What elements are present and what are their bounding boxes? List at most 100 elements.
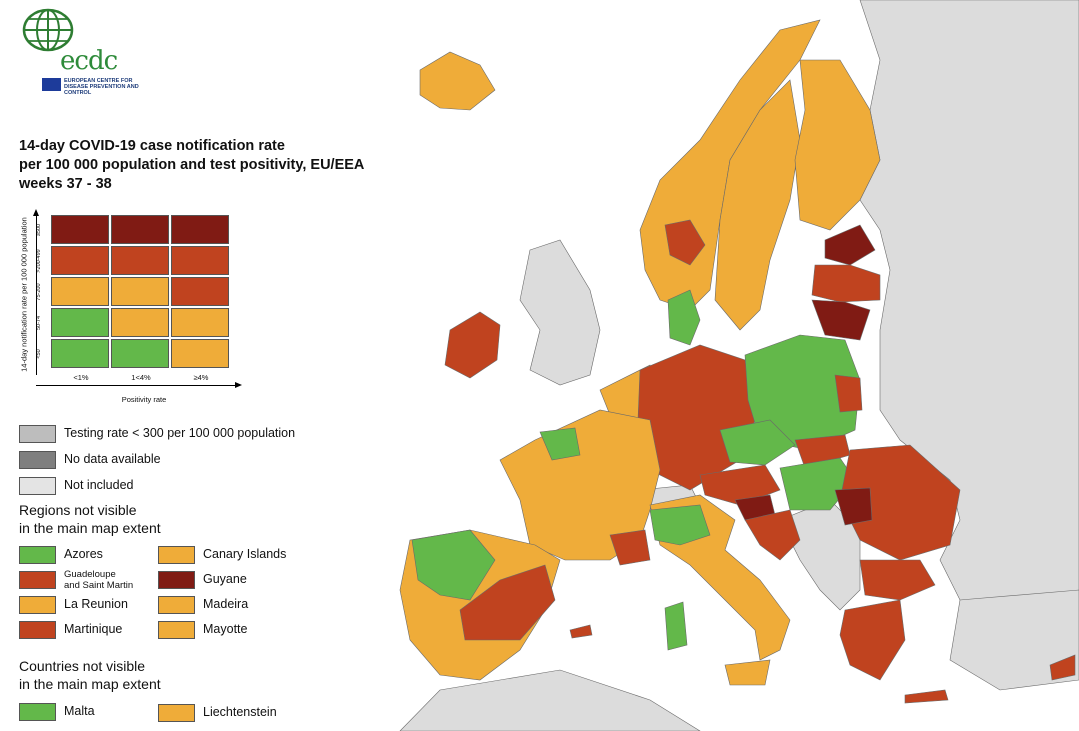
testing-rate-label: Testing rate < 300 per 100 000 populatio… bbox=[64, 426, 296, 440]
malta-label: Malta bbox=[64, 704, 95, 718]
regions-heading-line-1: Regions not visible bbox=[19, 502, 137, 518]
martinique-label: Martinique bbox=[64, 622, 123, 636]
y-bin-label: ≥500 bbox=[36, 223, 42, 237]
globe-icon bbox=[22, 8, 74, 52]
guyane-swatch bbox=[158, 571, 195, 589]
finland bbox=[794, 59, 881, 231]
countries-heading: Countries not visible in the main map ex… bbox=[19, 657, 161, 693]
non-eu-uk bbox=[519, 239, 601, 386]
romania-darkred bbox=[834, 487, 873, 526]
title-line-2: per 100 000 population and test positivi… bbox=[19, 157, 365, 173]
greece bbox=[839, 599, 906, 681]
guyane-label: Guyane bbox=[203, 572, 247, 586]
la-reunion-swatch bbox=[19, 596, 56, 614]
norway-red-region bbox=[664, 219, 706, 266]
title-line-3: weeks 37 - 38 bbox=[19, 176, 112, 192]
matrix-cell bbox=[171, 308, 229, 337]
matrix-cell bbox=[51, 246, 109, 275]
matrix-cell bbox=[51, 339, 109, 368]
x-axis-arrow bbox=[36, 382, 242, 388]
matrix-cell bbox=[171, 246, 229, 275]
y-axis-arrow bbox=[33, 209, 39, 375]
denmark bbox=[667, 289, 701, 346]
guadeloupe-label-line-2: and Saint Martin bbox=[64, 580, 134, 591]
no-data-swatch bbox=[19, 451, 56, 469]
mayotte-label: Mayotte bbox=[203, 622, 248, 636]
canary-islands-label: Canary Islands bbox=[203, 547, 287, 561]
canary-islands-swatch bbox=[158, 546, 195, 564]
ecdc-wordmark: ecdc bbox=[60, 46, 118, 76]
testing-rate-swatch bbox=[19, 425, 56, 443]
madeira-swatch bbox=[158, 596, 195, 614]
croatia bbox=[744, 509, 801, 561]
estonia bbox=[824, 224, 876, 266]
matrix-cell bbox=[111, 246, 169, 275]
y-axis-label: 14-day notification rate per 100 000 pop… bbox=[19, 217, 29, 372]
not-included-label: Not included bbox=[64, 478, 134, 492]
lithuania bbox=[811, 299, 871, 341]
matrix-cell bbox=[171, 339, 229, 368]
liechtenstein-label: Liechtenstein bbox=[203, 705, 277, 719]
azores-label: Azores bbox=[64, 547, 103, 561]
matrix-cell bbox=[111, 215, 169, 244]
guadeloupe-label: Guadeloupe and Saint Martin bbox=[64, 569, 133, 591]
regions-heading: Regions not visible in the main map exte… bbox=[19, 501, 161, 537]
non-eu-north-africa bbox=[399, 669, 701, 731]
ireland bbox=[444, 311, 501, 379]
regions-heading-line-2: in the main map extent bbox=[19, 520, 161, 536]
sardinia bbox=[664, 601, 688, 651]
cyprus bbox=[1049, 654, 1076, 681]
sweden bbox=[714, 79, 801, 331]
latvia bbox=[811, 264, 881, 303]
czechia bbox=[719, 419, 796, 466]
poland-east-red bbox=[834, 374, 863, 413]
x-bin-label: 1<4% bbox=[131, 373, 151, 382]
sicily bbox=[724, 659, 771, 686]
balearic bbox=[569, 624, 593, 639]
y-bin-label: <50 bbox=[36, 349, 42, 359]
matrix-cell bbox=[51, 308, 109, 337]
martinique-swatch bbox=[19, 621, 56, 639]
matrix-cell bbox=[171, 277, 229, 306]
bulgaria bbox=[859, 559, 936, 601]
mayotte-swatch bbox=[158, 621, 195, 639]
ecdc-logo: ecdc EUROPEAN CENTRE FOR DISEASE PREVENT… bbox=[20, 6, 139, 96]
matrix-cell bbox=[111, 308, 169, 337]
matrix-cell bbox=[51, 215, 109, 244]
x-bin-label: <1% bbox=[73, 373, 89, 382]
countries-heading-line-1: Countries not visible bbox=[19, 658, 146, 674]
france-green-north bbox=[539, 427, 581, 461]
title-line-1: 14-day COVID-19 case notification rate bbox=[19, 138, 285, 154]
iceland bbox=[419, 51, 496, 111]
poland bbox=[744, 334, 861, 451]
france-red-south bbox=[609, 529, 651, 566]
ecdc-subtitle: EUROPEAN CENTRE FOR DISEASE PREVENTION A… bbox=[64, 78, 139, 96]
y-bin-label: 75-200 bbox=[36, 283, 42, 301]
azores-swatch bbox=[19, 546, 56, 564]
bivariate-legend: 14-day notification rate per 100 000 pop… bbox=[14, 205, 244, 410]
madeira-label: Madeira bbox=[203, 597, 249, 611]
matrix-cell bbox=[111, 339, 169, 368]
x-axis-label: Positivity rate bbox=[121, 395, 167, 404]
x-bin-label: ≥4% bbox=[193, 373, 209, 382]
map-title: 14-day COVID-19 case notification rate p… bbox=[19, 137, 449, 194]
not-included-swatch bbox=[19, 477, 56, 495]
no-data-label: No data available bbox=[64, 452, 161, 466]
eu-flag-icon bbox=[42, 78, 61, 91]
la-reunion-label: La Reunion bbox=[64, 597, 128, 611]
crete bbox=[904, 689, 949, 704]
y-bin-label: 50-74 bbox=[36, 315, 42, 331]
non-eu-balkans bbox=[779, 499, 861, 611]
matrix-cell bbox=[51, 277, 109, 306]
non-eu-turkey bbox=[949, 589, 1079, 691]
liechtenstein-swatch bbox=[158, 704, 195, 722]
guadeloupe-swatch bbox=[19, 571, 56, 589]
y-bin-label: >200-499 bbox=[36, 249, 42, 273]
malta-swatch bbox=[19, 703, 56, 721]
guadeloupe-label-line-1: Guadeloupe bbox=[64, 569, 116, 580]
countries-heading-line-2: in the main map extent bbox=[19, 676, 161, 692]
europe-map bbox=[399, 0, 1079, 731]
spain-green-north bbox=[411, 529, 496, 601]
spain-red-east bbox=[459, 564, 556, 641]
matrix-cell bbox=[111, 277, 169, 306]
